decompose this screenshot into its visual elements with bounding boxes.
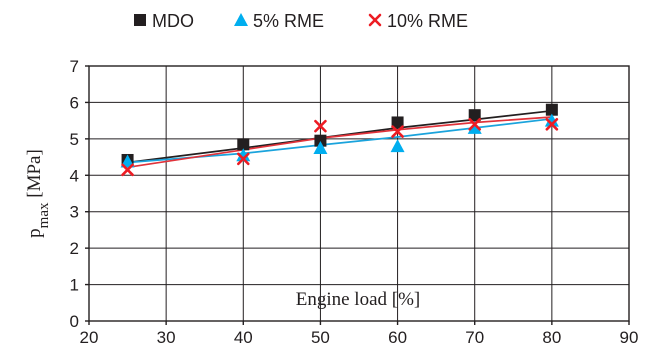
legend-label-5-rme: 5% RME <box>253 11 324 31</box>
x-tick-label: 30 <box>157 328 176 347</box>
legend-marker-10-rme <box>368 13 382 27</box>
x-tick-label: 60 <box>388 328 407 347</box>
point-10-rme <box>236 152 250 166</box>
point-5-rme <box>467 120 482 134</box>
legend: MDO 5% RME 10% RME <box>134 11 468 31</box>
point-5-rme <box>120 154 135 168</box>
y-tick-label: 3 <box>70 203 79 222</box>
legend-marker-mdo <box>134 14 146 26</box>
point-10-rme <box>121 163 134 177</box>
x-tick-label: 70 <box>465 328 484 347</box>
x-tick-label: 20 <box>80 328 99 347</box>
x-tick-label: 50 <box>311 328 330 347</box>
x-tick-label: 40 <box>234 328 253 347</box>
y-tick-label: 1 <box>70 276 79 295</box>
legend-label-mdo: MDO <box>152 11 194 31</box>
plot-frame <box>88 65 630 322</box>
y-axis-title-subscript: max <box>36 202 52 228</box>
trend-line-10-rme <box>127 116 552 169</box>
point-mdo <box>391 116 404 129</box>
axes: 20 30 40 50 60 70 80 90 0 1 2 3 4 5 6 7 <box>70 57 639 347</box>
y-tick-label: 5 <box>70 130 79 149</box>
legend-item-10-rme: 10% RME <box>368 11 468 31</box>
trend-line-mdo <box>127 109 552 164</box>
point-10-rme <box>468 117 482 131</box>
point-mdo <box>237 138 250 151</box>
x-tick-label: 80 <box>542 328 561 347</box>
point-10-rme <box>391 125 404 138</box>
point-mdo <box>314 134 327 147</box>
y-tick-label: 4 <box>70 166 79 185</box>
legend-marker-5-rme <box>234 13 248 26</box>
y-axis-title-main: p <box>24 228 45 238</box>
y-tick-label: 7 <box>70 57 79 76</box>
y-tick-label: 2 <box>70 239 79 258</box>
point-mdo <box>468 109 481 122</box>
x-axis-title: Engine load [%] <box>296 289 421 310</box>
legend-item-mdo: MDO <box>134 11 194 31</box>
data-markers <box>120 103 559 177</box>
trend-line-5-rme <box>127 117 552 164</box>
x-tick-label: 90 <box>620 328 639 347</box>
trend-lines <box>127 109 552 169</box>
legend-item-5-rme: 5% RME <box>234 11 324 31</box>
y-tick-label: 6 <box>70 93 79 112</box>
y-axis-title: pmax [MPa] <box>24 149 52 238</box>
point-5-rme <box>313 140 328 154</box>
legend-label-10-rme: 10% RME <box>387 11 468 31</box>
point-5-rme <box>390 139 405 153</box>
point-5-rme <box>544 113 559 127</box>
point-10-rme <box>545 117 559 131</box>
y-tick-label: 0 <box>70 312 79 331</box>
point-5-rme <box>236 148 251 162</box>
point-mdo <box>545 103 558 116</box>
y-axis-title-unit: [MPa] <box>24 149 45 202</box>
point-10-rme <box>314 119 327 133</box>
